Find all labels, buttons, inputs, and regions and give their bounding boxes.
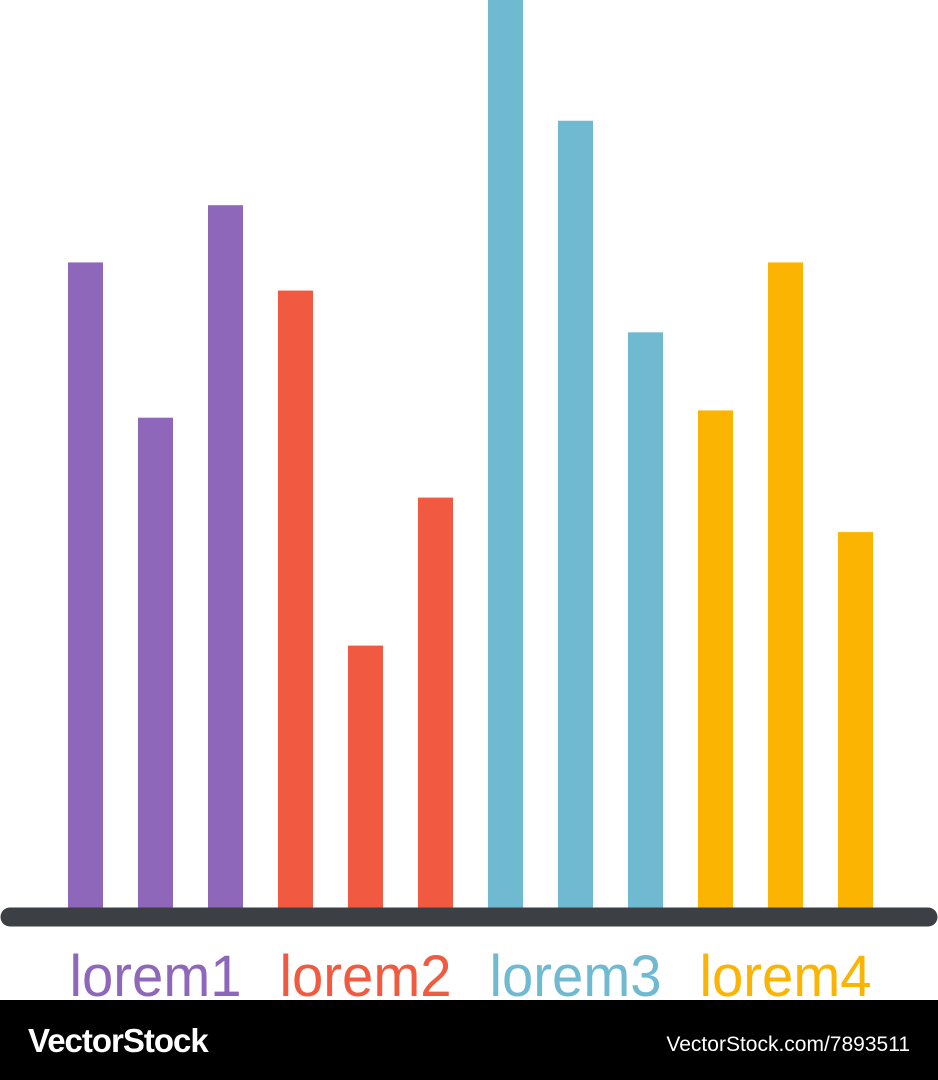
legend-label: lorem3 (490, 944, 662, 1009)
footer-band (0, 1000, 938, 1080)
bar (558, 120, 593, 909)
bar (68, 262, 103, 908)
bar (488, 0, 523, 908)
legend-label: lorem1 (70, 944, 242, 1009)
legend-label: lorem4 (700, 944, 872, 1009)
watermark-right: VectorStock.com/7893511 (666, 1033, 910, 1056)
bar (698, 410, 733, 908)
bar (838, 532, 873, 908)
bar (278, 290, 313, 908)
legend-label: lorem2 (280, 944, 452, 1009)
bar (208, 205, 243, 908)
bar (418, 497, 453, 908)
bar (768, 262, 803, 908)
bar (138, 417, 173, 908)
bar (348, 645, 383, 908)
watermark-left: VectorStock (28, 1022, 209, 1059)
bar (628, 332, 663, 908)
